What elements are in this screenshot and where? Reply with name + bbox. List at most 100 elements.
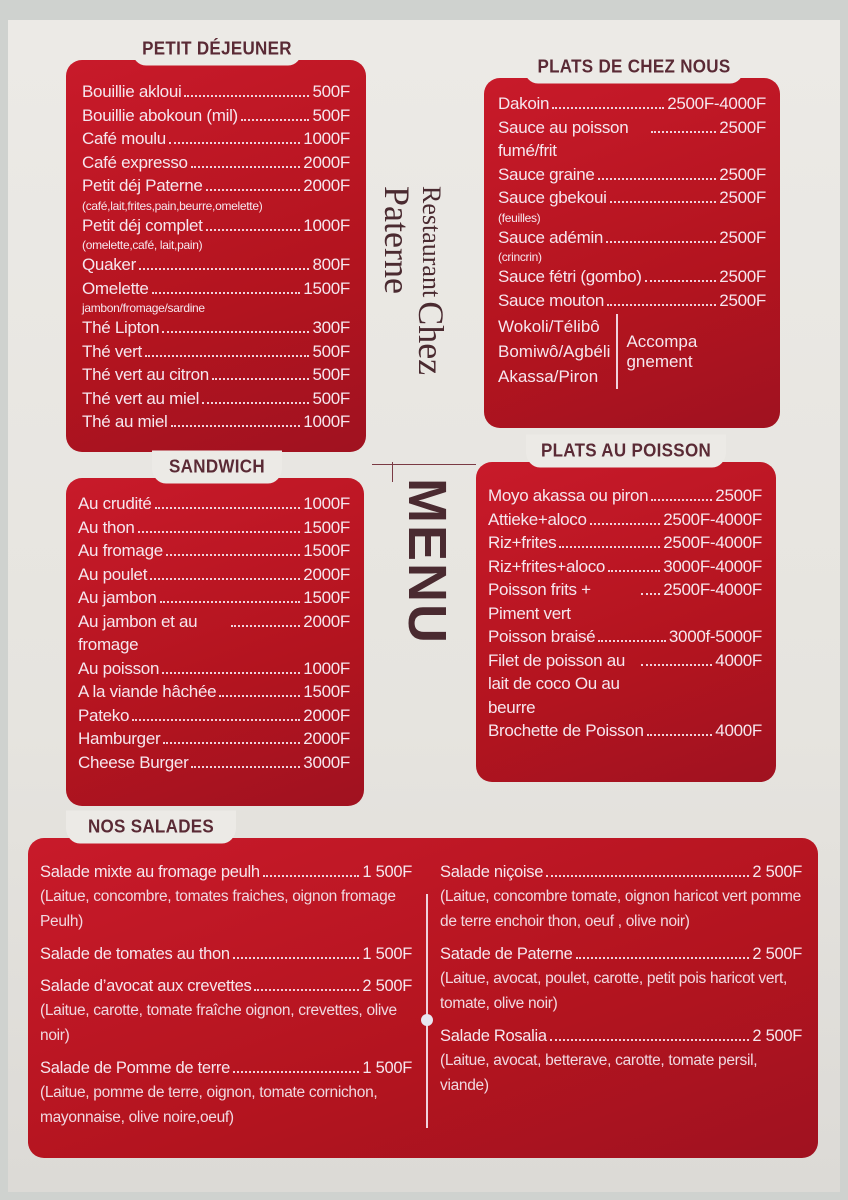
- item-price: 2000F: [303, 729, 350, 748]
- menu-item: Dakoin 2500F-4000F: [498, 92, 766, 116]
- section-title: PLATS DE CHEZ NOUS: [524, 50, 744, 84]
- item-name: Au jambon et au fromage: [78, 611, 198, 655]
- dot-leader: [597, 177, 717, 180]
- item-price: 2500F: [719, 227, 766, 247]
- menu-item: Thé au miel 1000F: [82, 410, 350, 434]
- item-price: 2500F: [719, 117, 766, 137]
- item-row: Moyo akassa ou piron 2500F: [488, 484, 762, 508]
- item-price: 2500F-4000F: [667, 94, 766, 113]
- dot-leader: [165, 554, 301, 556]
- item-price: 1500F: [303, 278, 350, 298]
- item-row: Sauce graine 2500F: [498, 163, 766, 187]
- dot-leader: [589, 522, 661, 525]
- dot-leader: [651, 130, 717, 133]
- dot-leader: [609, 201, 717, 203]
- item-price: 1500F: [303, 588, 350, 607]
- item-name: Petit déj Paterne: [82, 176, 203, 195]
- item-row: Sauce fétri (gombo) 2500F: [498, 265, 766, 289]
- column-divider: [421, 894, 433, 1128]
- menu-item: Salade d’avocat aux crevettes 2 500F (Lait…: [40, 974, 412, 1048]
- menu-item: Salade de tomates au thon 1 500F: [40, 942, 412, 966]
- section-title: NOS SALADES: [66, 810, 236, 844]
- item-description: (café,lait,frites,pain,beurre,omelette): [82, 198, 263, 213]
- item-price: 3000F: [303, 752, 350, 772]
- item-row: Hamburger 2000F: [78, 727, 350, 751]
- item-name: Café moulu: [82, 129, 166, 148]
- divider-dot: [421, 1014, 433, 1026]
- item-row: Pateko 2000F: [78, 704, 350, 728]
- section-title: PETIT DÉJEUNER: [132, 32, 302, 66]
- item-name: Au thon: [78, 517, 135, 537]
- item-name: Moyo akassa ou piron: [488, 486, 649, 505]
- item-price: 2 500F: [752, 945, 802, 963]
- dot-leader: [644, 280, 717, 282]
- item-name: Au crudité: [78, 494, 152, 513]
- dot-leader: [646, 734, 713, 736]
- item-price: 500F: [312, 82, 350, 101]
- item-row: Au poisson 1000F: [78, 657, 350, 681]
- dot-leader: [162, 671, 301, 674]
- accompagnement: Wokoli/Télibô Bomiwô/Agbéli Akassa/Piron A…: [498, 314, 766, 389]
- item-name: Thé vert: [82, 341, 142, 361]
- item-name: Au fromage: [78, 541, 163, 560]
- item-name: Salade niçoise: [440, 863, 544, 881]
- dot-leader: [607, 303, 717, 306]
- menu-item: A la viande hâchée 1500F: [78, 680, 350, 704]
- menu-item: Attieke+aloco 2500F-4000F: [488, 508, 762, 532]
- menu-item: Poisson braisé 3000f-5000F: [488, 625, 762, 649]
- item-description: (crincrin): [498, 250, 542, 264]
- item-name: A la viande hâchée: [78, 682, 217, 701]
- item-row: Café moulu 1000F: [82, 127, 350, 151]
- menu-item: Café expresso 2000F: [82, 151, 350, 175]
- item-row: Thé Lipton 300F: [82, 316, 350, 340]
- item-name: Au poulet: [78, 564, 148, 584]
- menu-item: Riz+frites+aloco 3000F-4000F: [488, 555, 762, 579]
- dot-leader: [144, 354, 310, 357]
- item-row: Bouillie abokoun (mil) 500F: [82, 104, 350, 128]
- item-name: Salade de tomates au thon: [40, 945, 230, 963]
- item-description: (Laitue, avocat, betterave, carotte, tom…: [440, 1052, 758, 1094]
- item-row: Thé vert 500F: [82, 340, 350, 364]
- menu-item: Bouillie abokoun (mil) 500F: [82, 104, 350, 128]
- dot-leader: [137, 530, 301, 533]
- item-row: Thé au miel 1000F: [82, 410, 350, 434]
- item-name: Bouillie abokoun (mil): [82, 105, 238, 125]
- item-price: 1000F: [303, 412, 350, 431]
- item-price: 3000f-5000F: [668, 627, 762, 646]
- dot-leader: [170, 425, 301, 427]
- item-name: Au poisson: [78, 658, 160, 678]
- item-row: Riz+frites 2500F-4000F: [488, 531, 762, 555]
- item-price: 1500F: [303, 517, 350, 537]
- dot-leader: [641, 593, 661, 595]
- item-row: Café expresso 2000F: [82, 151, 350, 175]
- dot-leader: [211, 378, 310, 380]
- restaurant-name: Restaurant Chez Paterne: [377, 186, 451, 456]
- dot-leader: [162, 331, 310, 333]
- dot-leader: [608, 569, 661, 572]
- section-plats-poisson: PLATS AU POISSON Moyo akassa ou piron 250…: [476, 434, 776, 782]
- menu-item: Café moulu 1000F: [82, 127, 350, 151]
- section-salades: NOS SALADES Salade mixte au fromage peul…: [28, 810, 818, 1158]
- menu-item: Au crudité 1000F: [78, 492, 350, 516]
- item-price: 3000F-4000F: [663, 556, 762, 576]
- menu-item: Sauce graine 2500F: [498, 163, 766, 187]
- item-name: Café expresso: [82, 152, 188, 172]
- item-price: 1500F: [303, 682, 350, 701]
- item-price: 2 500F: [752, 863, 802, 881]
- item-price: 1 500F: [362, 945, 412, 963]
- item-row: Petit déj complet 1000F: [82, 214, 350, 238]
- item-description: (omelette,café, lait,pain): [82, 238, 203, 252]
- item-row: Attieke+aloco 2500F-4000F: [488, 508, 762, 532]
- dot-leader: [151, 291, 301, 294]
- dot-leader: [231, 624, 301, 627]
- menu-item: Salade Rosalia 2 500F (Laitue, avocat, bet…: [440, 1024, 802, 1098]
- dot-leader: [184, 95, 310, 97]
- item-price: 2500F-4000F: [663, 580, 762, 599]
- menu-item: Au thon 1500F: [78, 516, 350, 540]
- item-row: Brochette de Poisson 4000F: [488, 719, 762, 743]
- item-name: Hamburger: [78, 729, 161, 748]
- dot-leader: [651, 499, 713, 501]
- dot-leader: [233, 1071, 360, 1073]
- menu-item: Au poisson 1000F: [78, 657, 350, 681]
- menu-item: Au jambon 1500F: [78, 586, 350, 610]
